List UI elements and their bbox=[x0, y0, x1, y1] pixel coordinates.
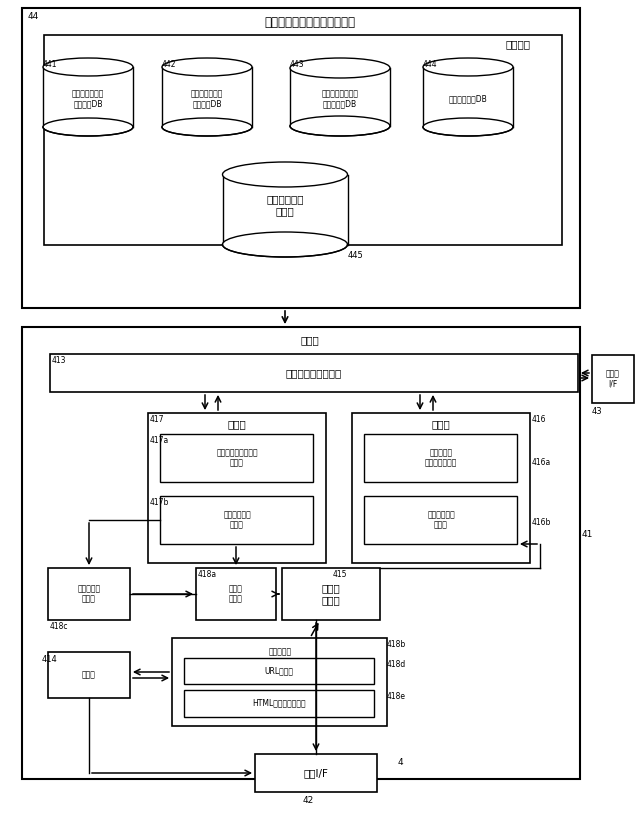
Text: 414: 414 bbox=[42, 655, 58, 664]
Bar bbox=[423, 67, 513, 127]
Text: 43: 43 bbox=[592, 407, 603, 416]
Bar bbox=[148, 413, 326, 563]
Text: 416b: 416b bbox=[532, 518, 552, 527]
Bar bbox=[43, 67, 133, 127]
Text: 418c: 418c bbox=[50, 622, 68, 631]
Text: 入出力
I/F: 入出力 I/F bbox=[606, 370, 620, 389]
Text: 443: 443 bbox=[290, 60, 305, 69]
Text: レイアウト
重畳部: レイアウト 重畳部 bbox=[77, 585, 100, 604]
Bar bbox=[352, 413, 530, 563]
Text: 416a: 416a bbox=[532, 458, 551, 467]
Bar bbox=[22, 327, 580, 779]
Text: データ
変換部: データ 変換部 bbox=[229, 585, 243, 604]
Bar bbox=[364, 434, 517, 482]
Ellipse shape bbox=[223, 232, 348, 257]
Text: レイアウト情報
管理会員DB: レイアウト情報 管理会員DB bbox=[72, 88, 104, 108]
Text: 42: 42 bbox=[302, 796, 314, 805]
Text: 記憶装置: 記憶装置 bbox=[505, 39, 530, 49]
Text: 認証部: 認証部 bbox=[82, 671, 96, 680]
Bar bbox=[162, 67, 252, 127]
Text: データベース制御部: データベース制御部 bbox=[286, 368, 342, 378]
Text: 418a: 418a bbox=[198, 570, 217, 579]
Ellipse shape bbox=[423, 58, 513, 76]
Bar bbox=[196, 568, 276, 620]
Text: 共有レイアウト
パターンDB: 共有レイアウト パターンDB bbox=[191, 88, 223, 108]
Text: 418b: 418b bbox=[387, 640, 406, 649]
Ellipse shape bbox=[290, 116, 390, 136]
Bar bbox=[22, 8, 580, 308]
Text: レイアウト情報管理サーバー: レイアウト情報管理サーバー bbox=[264, 16, 355, 28]
Text: 検索部: 検索部 bbox=[228, 419, 246, 429]
Text: 417b: 417b bbox=[150, 498, 170, 507]
Text: レイアウト
パターン登録部: レイアウト パターン登録部 bbox=[425, 448, 457, 468]
Ellipse shape bbox=[162, 118, 252, 136]
Text: 制御部: 制御部 bbox=[301, 335, 319, 345]
Bar bbox=[50, 354, 578, 392]
Text: データ
転送部: データ 転送部 bbox=[322, 583, 340, 605]
Text: 417a: 417a bbox=[150, 436, 169, 445]
Bar bbox=[290, 68, 390, 126]
Text: 445: 445 bbox=[348, 251, 364, 261]
Text: 415: 415 bbox=[333, 570, 348, 579]
Bar bbox=[364, 496, 517, 544]
Text: 444: 444 bbox=[423, 60, 438, 69]
Bar bbox=[48, 568, 130, 620]
Text: 高画質データ
登録部: 高画質データ 登録部 bbox=[427, 510, 455, 530]
Ellipse shape bbox=[423, 118, 513, 136]
Text: HTML要素追加処理部: HTML要素追加処理部 bbox=[252, 699, 306, 708]
Bar bbox=[172, 638, 387, 726]
Bar bbox=[255, 754, 377, 792]
Text: 4: 4 bbox=[398, 758, 404, 767]
Text: 417: 417 bbox=[150, 415, 164, 424]
Bar bbox=[160, 496, 313, 544]
Text: 442: 442 bbox=[162, 60, 177, 69]
Text: 高画質データ
蓄積部: 高画質データ 蓄積部 bbox=[266, 194, 304, 216]
Text: 418d: 418d bbox=[387, 660, 406, 669]
Bar bbox=[48, 652, 130, 698]
Bar bbox=[282, 568, 380, 620]
Text: 413: 413 bbox=[52, 356, 67, 365]
Text: 会員個別レイアウ
トパターンDB: 会員個別レイアウ トパターンDB bbox=[321, 88, 358, 108]
Bar bbox=[44, 35, 562, 245]
Text: 416: 416 bbox=[532, 415, 547, 424]
Text: 44: 44 bbox=[28, 12, 39, 21]
Text: 高画質データ
検索部: 高画質データ 検索部 bbox=[223, 510, 251, 530]
Bar bbox=[160, 434, 313, 482]
Ellipse shape bbox=[162, 58, 252, 76]
Bar bbox=[223, 174, 348, 245]
Ellipse shape bbox=[290, 58, 390, 78]
Ellipse shape bbox=[223, 162, 348, 187]
Bar bbox=[184, 690, 374, 717]
Ellipse shape bbox=[43, 58, 133, 76]
Text: 441: 441 bbox=[43, 60, 58, 69]
Bar bbox=[592, 355, 634, 403]
Ellipse shape bbox=[43, 118, 133, 136]
Text: 代理処理部: 代理処理部 bbox=[268, 648, 292, 657]
Text: 登録部: 登録部 bbox=[431, 419, 451, 429]
Text: 418e: 418e bbox=[387, 692, 406, 701]
Text: 設定情報保存DB: 設定情報保存DB bbox=[449, 94, 488, 103]
Text: レイアウトパターン
検索部: レイアウトパターン 検索部 bbox=[216, 448, 258, 468]
Text: 通信I/F: 通信I/F bbox=[303, 768, 328, 778]
Bar bbox=[184, 658, 374, 684]
Text: 41: 41 bbox=[582, 530, 593, 539]
Text: URL判定部: URL判定部 bbox=[264, 667, 294, 676]
